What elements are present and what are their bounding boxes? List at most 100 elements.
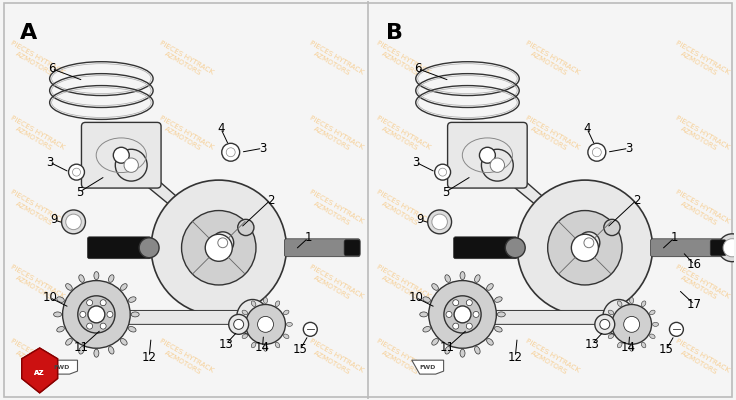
Polygon shape xyxy=(22,348,57,393)
Text: 3: 3 xyxy=(625,142,632,155)
Circle shape xyxy=(87,300,93,306)
Text: PIECES HYTRACK
AZMOTORS: PIECES HYTRACK AZMOTORS xyxy=(670,40,730,82)
Ellipse shape xyxy=(460,349,465,357)
Ellipse shape xyxy=(653,322,659,326)
Ellipse shape xyxy=(486,284,493,290)
Ellipse shape xyxy=(641,301,646,306)
Text: PIECES HYTRACK
AZMOTORS: PIECES HYTRACK AZMOTORS xyxy=(521,189,581,231)
Polygon shape xyxy=(22,348,57,393)
Ellipse shape xyxy=(251,342,256,348)
Circle shape xyxy=(548,210,622,285)
Circle shape xyxy=(571,234,598,261)
Text: PIECES HYTRACK
AZMOTORS: PIECES HYTRACK AZMOTORS xyxy=(155,189,215,231)
Ellipse shape xyxy=(423,297,431,302)
Circle shape xyxy=(481,149,513,181)
Text: 13: 13 xyxy=(219,338,233,351)
Ellipse shape xyxy=(237,300,269,335)
FancyBboxPatch shape xyxy=(65,310,272,324)
Ellipse shape xyxy=(65,292,105,342)
Text: PIECES HYTRACK
AZMOTORS: PIECES HYTRACK AZMOTORS xyxy=(372,114,432,156)
Ellipse shape xyxy=(432,338,439,345)
Circle shape xyxy=(116,149,147,181)
Text: PIECES HYTRACK
AZMOTORS: PIECES HYTRACK AZMOTORS xyxy=(521,338,581,380)
Text: FWD: FWD xyxy=(54,365,70,370)
Circle shape xyxy=(444,296,481,333)
Text: 5: 5 xyxy=(442,186,449,198)
Text: AZ: AZ xyxy=(35,370,45,376)
Circle shape xyxy=(467,323,473,329)
Text: 12: 12 xyxy=(141,351,157,364)
Text: 17: 17 xyxy=(687,298,702,311)
Text: PIECES HYTRACK
AZMOTORS: PIECES HYTRACK AZMOTORS xyxy=(304,338,364,380)
Text: PIECES HYTRACK
AZMOTORS: PIECES HYTRACK AZMOTORS xyxy=(521,114,581,156)
Ellipse shape xyxy=(108,346,114,354)
Ellipse shape xyxy=(618,301,622,306)
Circle shape xyxy=(473,312,479,317)
FancyBboxPatch shape xyxy=(651,239,726,257)
Circle shape xyxy=(479,147,495,163)
Polygon shape xyxy=(46,360,77,374)
Text: PIECES HYTRACK
AZMOTORS: PIECES HYTRACK AZMOTORS xyxy=(372,264,432,306)
FancyBboxPatch shape xyxy=(431,310,639,324)
Circle shape xyxy=(80,312,86,317)
Circle shape xyxy=(467,300,473,306)
Ellipse shape xyxy=(57,297,64,302)
Circle shape xyxy=(612,304,651,344)
Ellipse shape xyxy=(57,326,64,332)
FancyBboxPatch shape xyxy=(447,122,527,188)
FancyBboxPatch shape xyxy=(344,240,360,256)
Circle shape xyxy=(78,296,115,333)
Ellipse shape xyxy=(286,322,292,326)
Circle shape xyxy=(435,164,450,180)
Text: 9: 9 xyxy=(50,213,57,226)
Text: PIECES HYTRACK
AZMOTORS: PIECES HYTRACK AZMOTORS xyxy=(670,114,730,156)
Circle shape xyxy=(578,232,600,254)
Circle shape xyxy=(87,323,93,329)
Ellipse shape xyxy=(129,297,136,302)
Text: 5: 5 xyxy=(76,186,83,198)
Ellipse shape xyxy=(420,312,428,317)
Ellipse shape xyxy=(263,298,267,304)
Ellipse shape xyxy=(605,322,611,326)
Ellipse shape xyxy=(275,342,280,348)
Ellipse shape xyxy=(79,346,85,354)
Ellipse shape xyxy=(129,326,136,332)
Ellipse shape xyxy=(495,326,502,332)
Text: PIECES HYTRACK
AZMOTORS: PIECES HYTRACK AZMOTORS xyxy=(155,40,215,82)
Ellipse shape xyxy=(242,334,247,338)
Text: 9: 9 xyxy=(416,213,423,226)
Text: PIECES HYTRACK
AZMOTORS: PIECES HYTRACK AZMOTORS xyxy=(6,338,66,380)
Text: 14: 14 xyxy=(255,341,270,354)
Text: PIECES HYTRACK
AZMOTORS: PIECES HYTRACK AZMOTORS xyxy=(6,189,66,231)
Text: 1: 1 xyxy=(305,231,312,244)
Circle shape xyxy=(68,164,85,180)
Circle shape xyxy=(62,210,85,234)
Ellipse shape xyxy=(423,326,431,332)
Circle shape xyxy=(453,300,459,306)
Text: PIECES HYTRACK
AZMOTORS: PIECES HYTRACK AZMOTORS xyxy=(521,264,581,306)
Ellipse shape xyxy=(486,338,493,345)
Text: 4: 4 xyxy=(217,122,224,135)
Ellipse shape xyxy=(445,346,450,354)
Text: PIECES HYTRACK
AZMOTORS: PIECES HYTRACK AZMOTORS xyxy=(155,264,215,306)
Circle shape xyxy=(670,322,684,336)
Ellipse shape xyxy=(121,284,127,290)
Ellipse shape xyxy=(108,275,114,282)
Ellipse shape xyxy=(630,345,634,351)
Ellipse shape xyxy=(608,334,614,338)
Text: A: A xyxy=(20,23,37,43)
Text: 2: 2 xyxy=(266,194,275,206)
Text: 3: 3 xyxy=(46,156,53,169)
Polygon shape xyxy=(493,160,592,246)
Ellipse shape xyxy=(495,297,502,302)
Text: AZ: AZ xyxy=(35,370,45,376)
Circle shape xyxy=(303,322,317,336)
Ellipse shape xyxy=(131,312,139,317)
Circle shape xyxy=(151,180,286,316)
Text: 13: 13 xyxy=(584,338,599,351)
Ellipse shape xyxy=(603,300,634,335)
Circle shape xyxy=(238,219,254,236)
FancyBboxPatch shape xyxy=(88,237,151,259)
Text: PIECES HYTRACK
AZMOTORS: PIECES HYTRACK AZMOTORS xyxy=(670,189,730,231)
FancyBboxPatch shape xyxy=(4,3,732,397)
